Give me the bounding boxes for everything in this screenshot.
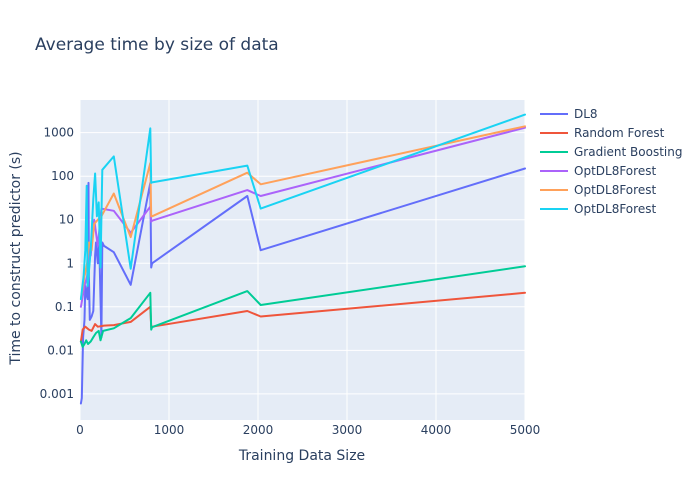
x-tick-label: 5000 <box>510 423 541 437</box>
legend-item[interactable]: Gradient Boosting <box>540 145 682 159</box>
y-gridlines <box>80 132 525 395</box>
x-tick-label: 3000 <box>332 423 363 437</box>
y-tick-label: 0.1 <box>55 300 74 314</box>
y-tick-label: 10 <box>59 213 74 227</box>
series-line-2 <box>79 291 526 343</box>
plot-area <box>80 100 525 420</box>
y-tick-label: 1000 <box>43 126 74 140</box>
x-gridlines <box>79 100 526 420</box>
y-tick-label: 100 <box>51 169 74 183</box>
x-tick-label: 4000 <box>421 423 452 437</box>
legend-label: Random Forest <box>574 126 665 140</box>
legend-item[interactable]: DL8 <box>540 107 598 121</box>
y-tick-label: 0.01 <box>47 343 74 357</box>
legend-item[interactable]: Random Forest <box>540 126 665 140</box>
y-tick-labels: 0.001 0.01 0.1 1 10 100 1000 <box>40 126 74 401</box>
series-line-1 <box>79 167 526 405</box>
series-line-6 <box>79 113 526 301</box>
legend-item[interactable]: OptDL8Forest <box>540 202 656 216</box>
legend-label: Gradient Boosting <box>574 145 682 159</box>
legend-item[interactable]: OptDL8Forest <box>540 183 656 197</box>
y-tick-label: 1 <box>66 256 74 270</box>
x-tick-label: 1000 <box>154 423 185 437</box>
series-lines <box>79 113 526 405</box>
x-tick-label: 0 <box>76 423 84 437</box>
y-axis-title: Time to construct predictor (s) <box>8 151 24 365</box>
legend-label: OptDL8Forest <box>574 164 656 178</box>
legend-label: OptDL8Forest <box>574 183 656 197</box>
series-line-3 <box>79 265 526 348</box>
legend-label: DL8 <box>574 107 598 121</box>
legend: DL8 Random Forest Gradient Boosting OptDL8F… <box>540 107 682 216</box>
x-tick-label: 2000 <box>243 423 274 437</box>
x-axis-title: Training Data Size <box>238 448 365 464</box>
legend-item[interactable]: OptDL8Forest <box>540 164 656 178</box>
chart-title: Average time by size of data <box>35 35 279 55</box>
legend-label: OptDL8Forest <box>574 202 656 216</box>
x-tick-labels: 0 1000 2000 3000 4000 5000 <box>76 423 540 437</box>
y-tick-label: 0.001 <box>40 387 74 401</box>
